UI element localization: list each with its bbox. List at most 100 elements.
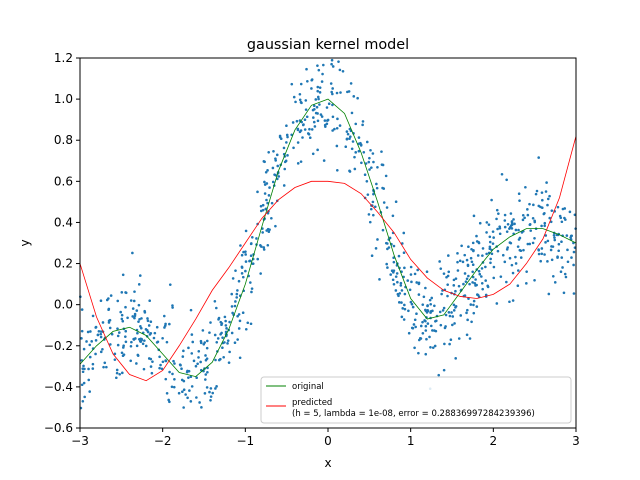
- sample-point: [213, 300, 217, 303]
- sample-point: [333, 127, 336, 131]
- sample-point: [399, 281, 403, 285]
- sample-point: [470, 247, 473, 251]
- sample-point: [460, 244, 463, 248]
- sample-point: [441, 309, 445, 312]
- x-tick-label: 1: [407, 434, 415, 448]
- sample-point: [543, 224, 546, 228]
- sample-point: [82, 381, 86, 385]
- sample-point: [403, 266, 406, 270]
- legend-box: [260, 376, 572, 424]
- sample-point: [528, 223, 532, 226]
- sample-point: [411, 305, 415, 309]
- sample-point: [237, 279, 241, 283]
- sample-point: [369, 148, 372, 152]
- sample-point: [322, 159, 326, 162]
- sample-point: [191, 340, 195, 344]
- sample-point: [335, 91, 339, 95]
- sample-point: [457, 337, 461, 340]
- sample-point: [572, 292, 576, 295]
- sample-point: [541, 198, 544, 202]
- sample-point: [395, 272, 399, 275]
- sample-point: [142, 367, 146, 371]
- sample-point: [481, 247, 485, 250]
- x-axis: −3 −2 −1 0 1 2 3: [71, 428, 580, 448]
- sample-point: [316, 64, 319, 67]
- sample-point: [501, 253, 505, 257]
- sample-point: [510, 220, 514, 223]
- sample-point: [124, 291, 128, 295]
- sample-point: [318, 91, 322, 94]
- sample-point: [305, 67, 308, 71]
- sample-point: [477, 269, 481, 273]
- sample-point: [113, 352, 117, 356]
- sample-point: [480, 282, 484, 285]
- sample-point: [525, 270, 528, 273]
- sample-point: [428, 335, 431, 339]
- sample-point: [199, 360, 202, 364]
- sample-point: [205, 386, 209, 389]
- sample-point: [238, 356, 242, 360]
- sample-point: [181, 355, 185, 358]
- sample-point: [424, 329, 428, 332]
- sample-point: [242, 250, 245, 254]
- sample-point: [562, 291, 566, 295]
- sample-point: [462, 282, 465, 286]
- sample-point: [415, 312, 418, 316]
- sample-point: [469, 256, 473, 260]
- sample-point: [422, 295, 426, 299]
- sample-point: [286, 135, 289, 139]
- sample-point: [540, 252, 544, 256]
- sample-point: [179, 363, 182, 367]
- sample-point: [429, 345, 432, 349]
- sample-point: [83, 395, 86, 399]
- sample-point: [115, 376, 118, 380]
- sample-point: [292, 95, 296, 99]
- sample-point: [325, 106, 329, 109]
- sample-point: [189, 375, 193, 379]
- sample-point: [522, 248, 525, 252]
- sample-point: [101, 347, 104, 351]
- sample-point: [566, 260, 570, 264]
- sample-point: [102, 365, 105, 369]
- sample-point: [402, 251, 406, 255]
- sample-point: [447, 311, 451, 314]
- sample-point: [550, 258, 554, 262]
- sample-point: [120, 313, 124, 317]
- sample-point: [266, 243, 270, 247]
- sample-point: [472, 303, 475, 307]
- sample-point: [433, 329, 436, 332]
- sample-point: [533, 278, 536, 282]
- sample-point: [255, 237, 258, 240]
- sample-point: [301, 136, 304, 139]
- sample-point: [310, 87, 313, 90]
- sample-point: [475, 234, 478, 238]
- sample-point: [208, 390, 211, 394]
- sample-point: [484, 265, 487, 269]
- sample-point: [413, 318, 417, 322]
- sample-point: [267, 194, 271, 197]
- sample-point: [115, 368, 119, 372]
- sample-point: [450, 311, 453, 314]
- sample-point: [312, 104, 316, 108]
- sample-point: [244, 327, 248, 331]
- sample-point: [392, 256, 395, 260]
- y-tick-label: 1.0: [54, 92, 73, 106]
- sample-point: [370, 166, 373, 169]
- sample-point: [97, 329, 101, 333]
- x-tick-label: −2: [154, 434, 172, 448]
- sample-point: [250, 287, 254, 290]
- sample-point: [353, 155, 356, 159]
- sample-point: [197, 356, 200, 359]
- sample-point: [348, 170, 352, 173]
- sample-point: [472, 299, 476, 303]
- sample-point: [274, 224, 277, 228]
- sample-point: [489, 257, 492, 261]
- x-tick-label: −3: [71, 434, 89, 448]
- sample-point: [539, 259, 542, 263]
- sample-point: [312, 116, 315, 119]
- sample-point: [540, 247, 544, 250]
- sample-point: [559, 216, 563, 220]
- sample-point: [197, 349, 201, 353]
- scatter-points: [79, 58, 577, 410]
- sample-point: [140, 317, 143, 320]
